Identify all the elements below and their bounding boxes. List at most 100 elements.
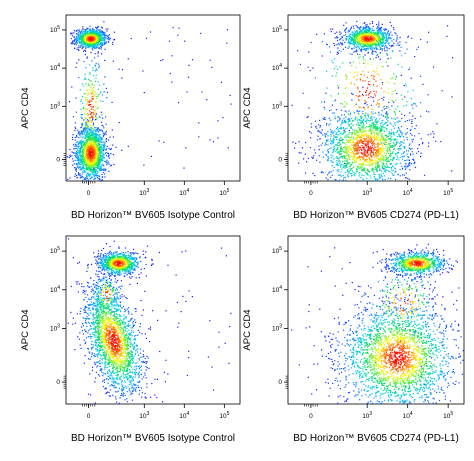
event-point (74, 154, 76, 156)
event-point (381, 66, 383, 68)
event-point (395, 152, 397, 154)
event-point (340, 50, 342, 53)
event-point (401, 66, 403, 68)
event-point (373, 116, 375, 119)
event-point (78, 162, 80, 164)
event-point (79, 36, 81, 38)
event-point (338, 174, 340, 176)
event-point (370, 96, 372, 98)
event-point (95, 162, 97, 165)
event-point (93, 29, 95, 31)
event-point (85, 126, 87, 128)
event-point (184, 40, 186, 42)
event-point (92, 160, 94, 162)
event-point (409, 112, 411, 114)
event-point (357, 131, 359, 133)
event-point (381, 110, 383, 112)
event-point (409, 132, 412, 135)
event-point (340, 32, 342, 34)
event-point (82, 160, 85, 162)
event-point (100, 30, 102, 32)
event-point (330, 131, 332, 133)
event-point (83, 165, 85, 167)
event-point (85, 36, 87, 38)
event-point (100, 111, 102, 113)
event-point (399, 136, 401, 138)
event-point (85, 163, 87, 165)
event-point (334, 99, 337, 101)
event-point (375, 168, 377, 170)
event-point (94, 178, 97, 180)
event-point (354, 31, 357, 34)
event-point (380, 38, 382, 41)
event-point (374, 178, 376, 180)
event-point (376, 168, 378, 170)
event-point (338, 43, 340, 46)
event-point (399, 36, 401, 39)
event-point (82, 35, 84, 37)
event-point (362, 122, 364, 124)
event-point (393, 101, 395, 103)
event-point (78, 161, 80, 163)
event-point (356, 26, 358, 28)
event-point (324, 108, 326, 110)
event-point (85, 123, 87, 125)
event-point (104, 37, 106, 39)
event-point (93, 46, 95, 48)
event-point (68, 101, 71, 103)
event-point (380, 170, 383, 172)
event-point (89, 29, 91, 31)
event-point (79, 38, 81, 40)
event-point (345, 134, 347, 136)
event-point (369, 29, 371, 31)
event-point (99, 84, 101, 86)
event-point (373, 135, 376, 137)
event-point (378, 154, 381, 156)
event-point (389, 143, 391, 145)
event-point (81, 44, 83, 46)
event-point (360, 46, 362, 48)
event-point (441, 90, 443, 92)
event-point (388, 37, 390, 39)
event-point (105, 133, 107, 135)
event-point (94, 132, 96, 135)
event-point (390, 155, 392, 157)
event-point (385, 46, 387, 48)
event-point (337, 47, 339, 49)
event-point (371, 29, 373, 32)
event-point (400, 132, 402, 134)
event-point (72, 43, 74, 45)
event-point (72, 134, 74, 136)
event-point (88, 36, 90, 38)
event-point (102, 32, 104, 34)
event-point (396, 155, 398, 157)
event-point (121, 69, 123, 71)
event-point (82, 156, 84, 158)
event-point (351, 37, 354, 39)
event-point (98, 66, 100, 69)
event-point (86, 121, 88, 123)
event-point (94, 146, 96, 148)
event-point (107, 152, 109, 154)
event-point (385, 61, 387, 63)
event-point (82, 176, 84, 179)
event-point (109, 136, 111, 138)
event-point (345, 34, 347, 36)
event-point (92, 36, 94, 38)
event-point (336, 51, 339, 53)
event-point (81, 146, 83, 149)
event-point (99, 158, 101, 160)
event-point (77, 133, 79, 135)
event-point (403, 142, 405, 144)
event-point (388, 33, 390, 35)
event-point (79, 163, 81, 165)
event-point (391, 136, 393, 138)
event-point (169, 72, 171, 75)
event-point (86, 135, 88, 137)
event-point (356, 20, 358, 22)
event-point (347, 148, 349, 150)
event-point (95, 138, 98, 140)
event-point (211, 66, 213, 68)
event-point (359, 163, 361, 165)
event-point (360, 31, 362, 33)
